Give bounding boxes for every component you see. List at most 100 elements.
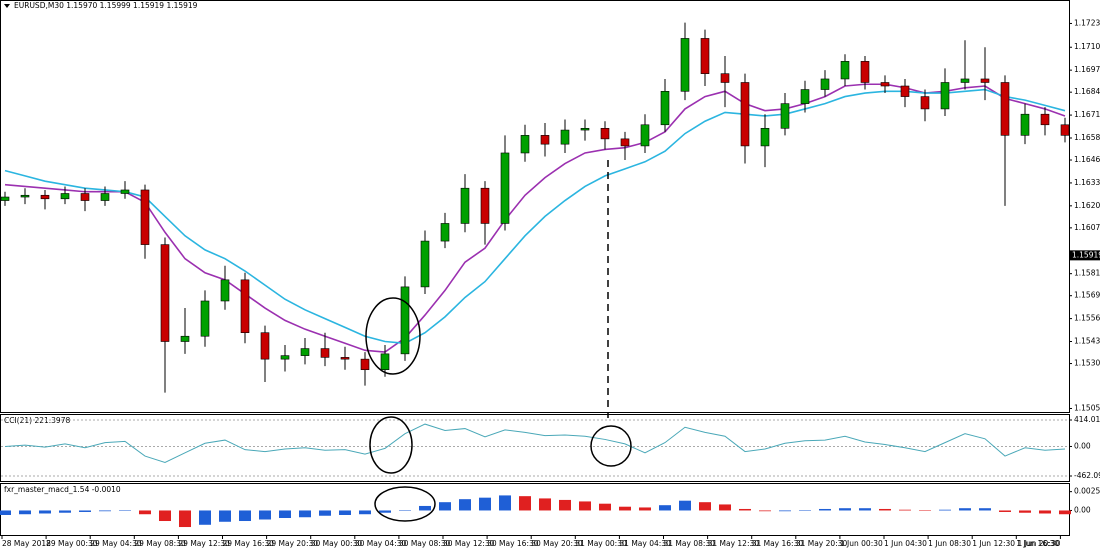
x-tick-label: 29 May 20:30 <box>267 539 319 548</box>
histogram-bar <box>859 508 871 511</box>
macd-title: fxr_master_macd_1.54 -0.0010 <box>4 485 121 494</box>
histogram-bar <box>99 510 111 512</box>
x-tick-label: 29 May 04:30 <box>90 539 142 548</box>
candle-body <box>680 38 690 92</box>
x-tick-label: 1 Jun 16:30 <box>1016 539 1059 548</box>
histogram-bar <box>899 509 911 511</box>
annotation-ellipse <box>374 486 436 522</box>
histogram-bar <box>59 510 71 513</box>
histogram-bar <box>39 510 51 514</box>
candle-body <box>600 127 610 140</box>
candle-body <box>560 129 570 145</box>
candle-body <box>200 300 210 337</box>
macd-panel-frame <box>0 483 1070 536</box>
y-tick-label: 1.15690 <box>1074 291 1100 300</box>
histogram-bar <box>1039 510 1051 514</box>
y-tick-label: 1.16585 <box>1074 133 1100 142</box>
candle-body <box>1040 113 1050 126</box>
candle-body <box>420 240 430 288</box>
moving-average <box>4 88 1066 345</box>
x-tick-label: 1 Jun 08:30 <box>928 539 971 548</box>
histogram-bar <box>239 510 251 522</box>
candle-body <box>640 124 650 147</box>
histogram-bar <box>119 510 131 511</box>
histogram-bar <box>279 510 291 518</box>
y-tick-label: -462.0923 <box>1074 471 1100 480</box>
histogram-bar <box>519 496 531 511</box>
histogram-bar <box>639 507 651 511</box>
x-tick-label: 1 Jun 20:30 <box>1018 539 1061 548</box>
candle-body <box>440 223 450 242</box>
x-tick-label: 29 May 00:30 <box>46 539 98 548</box>
histogram-bar <box>399 510 411 511</box>
histogram-bar <box>799 510 811 511</box>
candle-body <box>380 353 390 371</box>
last-price-box <box>1070 250 1100 261</box>
candle-body <box>860 61 870 83</box>
y-tick-label: 1.17235 <box>1074 18 1100 27</box>
x-tick-label: 28 May 2018 <box>2 539 51 548</box>
histogram-bar <box>1019 510 1031 513</box>
x-tick-label: 1 Jun 00:30 <box>840 539 883 548</box>
candle-body <box>1020 113 1030 136</box>
candle-body <box>1000 82 1010 136</box>
histogram-bar <box>819 508 831 511</box>
histogram-bar <box>759 510 771 512</box>
cci-panel-frame <box>0 414 1070 482</box>
y-tick-label: 414.0152 <box>1074 415 1100 424</box>
histogram-bar <box>699 502 711 511</box>
histogram-bar <box>679 500 691 511</box>
main-title: EURUSD,M30 1.15970 1.15999 1.15919 1.159… <box>14 1 198 10</box>
candle-body <box>500 152 510 224</box>
candle-body <box>540 135 550 145</box>
candle-body <box>940 82 950 110</box>
candle-body <box>460 187 470 224</box>
x-tick-label: 30 May 00:30 <box>311 539 363 548</box>
candle-body <box>0 196 10 201</box>
candle-body <box>620 138 630 147</box>
histogram-bar <box>219 510 231 522</box>
x-tick-label: 29 May 08:30 <box>134 539 186 548</box>
x-tick-label: 30 May 08:30 <box>399 539 451 548</box>
candle-body <box>100 193 110 201</box>
y-tick-label: 1.16200 <box>1074 201 1100 210</box>
x-tick-label: 31 May 16:30 <box>752 539 804 548</box>
main-panel-frame <box>0 0 1070 413</box>
candle-body <box>740 82 750 147</box>
candle-body <box>180 335 190 342</box>
candle-body <box>160 244 170 342</box>
candle-body <box>880 82 890 87</box>
candle-body <box>360 358 370 371</box>
histogram-bar <box>359 510 371 515</box>
histogram-bar <box>739 508 751 511</box>
candle-body <box>120 189 130 194</box>
y-tick-label: 1.15430 <box>1074 337 1100 346</box>
annotation-ellipse <box>590 425 632 467</box>
menu-arrow <box>4 4 10 8</box>
y-tick-label: 1.16715 <box>1074 110 1100 119</box>
annotation-ellipse <box>369 416 413 474</box>
candle-body <box>260 332 270 360</box>
histogram-bar <box>0 510 11 515</box>
y-tick-label: 1.16075 <box>1074 223 1100 232</box>
y-tick-label: 1.15305 <box>1074 359 1100 368</box>
histogram-bar <box>159 510 171 522</box>
candle-body <box>660 90 670 126</box>
x-tick-label: 31 May 04:30 <box>619 539 671 548</box>
candle-body <box>140 189 150 245</box>
histogram-bar <box>479 497 491 511</box>
histogram-bar <box>179 510 191 528</box>
candle-body <box>840 61 850 80</box>
histogram-bar <box>259 510 271 520</box>
histogram-bar <box>339 510 351 515</box>
histogram-bar <box>919 510 931 511</box>
histogram-bar <box>19 510 31 515</box>
x-tick-label: 31 May 08:30 <box>664 539 716 548</box>
y-tick-label: 1.15560 <box>1074 314 1100 323</box>
histogram-bar <box>979 508 991 511</box>
candle-body <box>60 193 70 200</box>
histogram-bar <box>879 508 891 511</box>
histogram-bar <box>439 502 451 511</box>
y-tick-label: 1.15815 <box>1074 269 1100 278</box>
histogram-bar <box>719 504 731 511</box>
